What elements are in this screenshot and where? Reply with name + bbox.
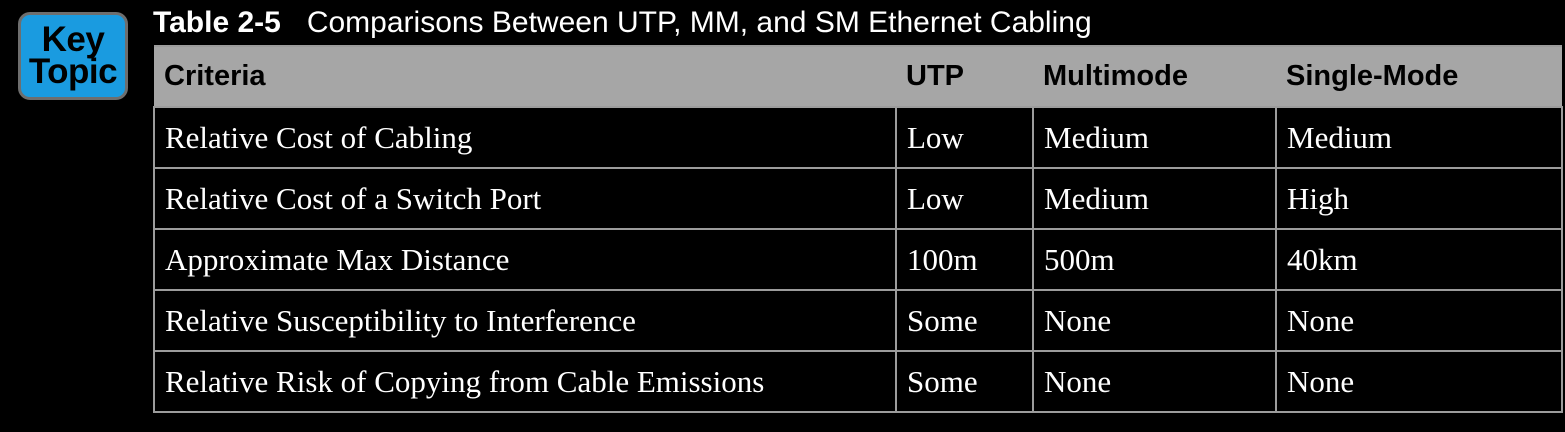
cell-single-mode: None [1275,289,1563,352]
cell-multimode: Medium [1032,106,1277,169]
cell-utp: Some [895,350,1034,413]
table-number: Table 2-5 [153,6,281,39]
table-title: Comparisons Between UTP, MM, and SM Ethe… [306,6,1092,39]
cell-utp: Some [895,289,1034,352]
cell-criteria: Relative Cost of Cabling [153,106,897,169]
cell-multimode: None [1032,350,1277,413]
header-multimode: Multimode [1033,45,1276,108]
cell-criteria: Relative Cost of a Switch Port [153,167,897,230]
table-caption: Table 2-5 Comparisons Between UTP, MM, an… [153,2,1092,44]
header-utp: UTP [896,45,1033,108]
comparison-table: Criteria UTP Multimode Single-Mode Relat… [153,45,1563,413]
cell-utp: 100m [895,228,1034,291]
cell-single-mode: 40km [1275,228,1563,291]
key-topic-line1: Key [41,20,105,59]
cell-utp: Low [895,106,1034,169]
cell-multimode: Medium [1032,167,1277,230]
cell-criteria: Approximate Max Distance [153,228,897,291]
table-row: Relative Risk of Copying from Cable Emis… [153,350,1563,413]
key-topic-badge: Key Topic [18,12,128,100]
cell-single-mode: Medium [1275,106,1563,169]
cell-criteria: Relative Risk of Copying from Cable Emis… [153,350,897,413]
cell-single-mode: None [1275,350,1563,413]
cell-multimode: None [1032,289,1277,352]
table-row: Relative Cost of a Switch Port Low Mediu… [153,167,1563,230]
cell-criteria: Relative Susceptibility to Interference [153,289,897,352]
table-header-row: Criteria UTP Multimode Single-Mode [154,45,1562,108]
table-row: Relative Cost of Cabling Low Medium Medi… [153,106,1563,169]
table-row: Relative Susceptibility to Interference … [153,289,1563,352]
table-row: Approximate Max Distance 100m 500m 40km [153,228,1563,291]
header-single-mode: Single-Mode [1276,45,1562,108]
header-criteria: Criteria [154,45,896,108]
cell-multimode: 500m [1032,228,1277,291]
key-topic-line2: Topic [28,52,118,91]
cell-utp: Low [895,167,1034,230]
cell-single-mode: High [1275,167,1563,230]
